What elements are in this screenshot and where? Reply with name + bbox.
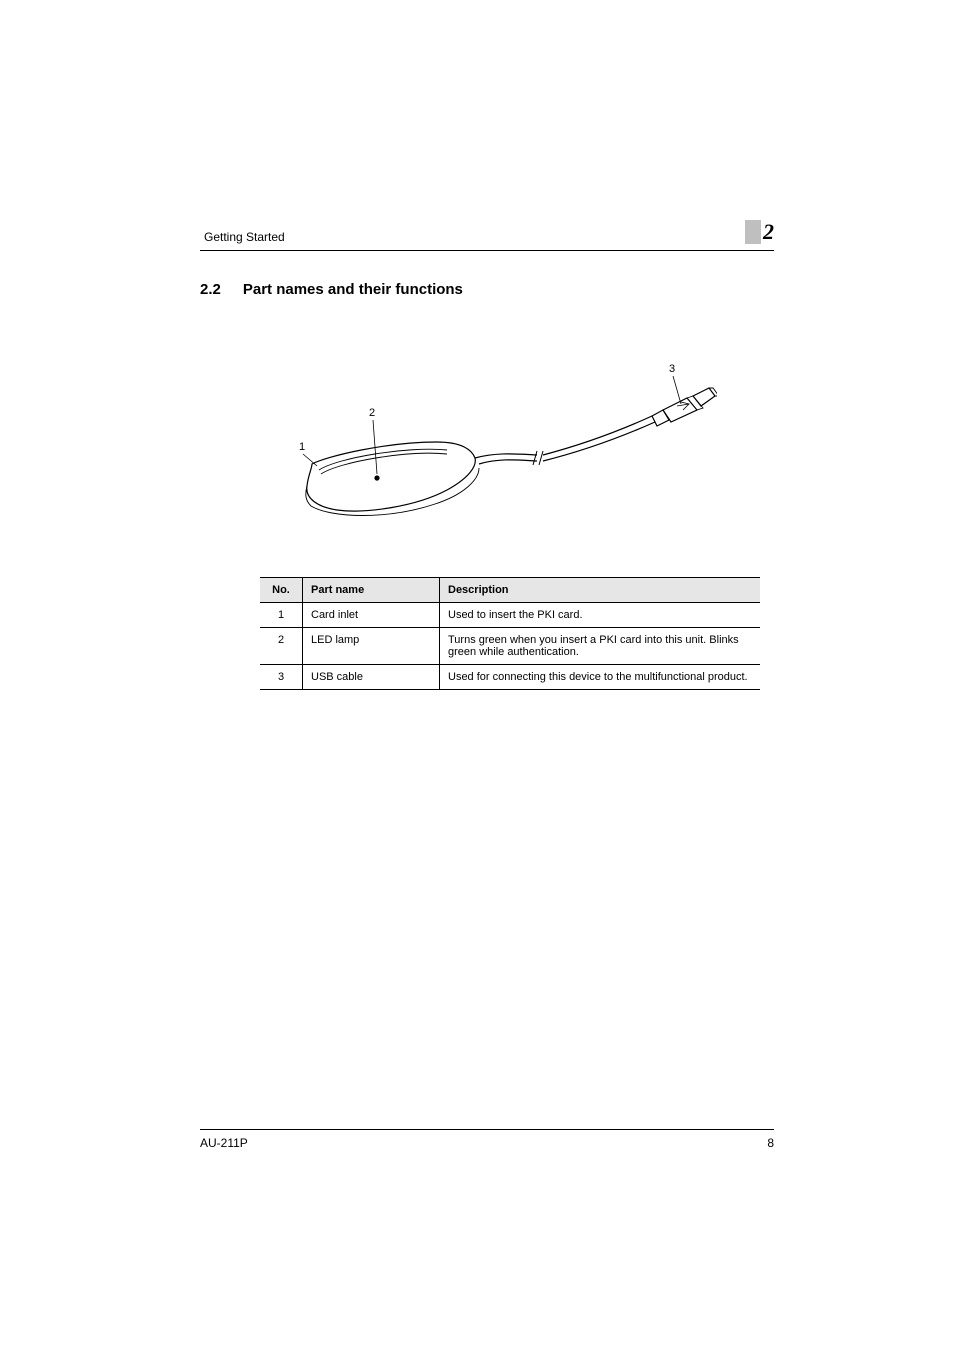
cell-partname: USB cable xyxy=(303,665,440,690)
parts-diagram: 1 2 3 xyxy=(200,358,774,533)
chapter-gray-block xyxy=(745,220,761,244)
section-title: Part names and their functions xyxy=(243,281,463,298)
cell-no: 3 xyxy=(260,665,303,690)
cell-description: Turns green when you insert a PKI card i… xyxy=(440,628,761,665)
footer-model: AU-211P xyxy=(200,1136,248,1150)
table-row: 3 USB cable Used for connecting this dev… xyxy=(260,665,760,690)
callout-label-1: 1 xyxy=(299,441,305,453)
callout-label-3: 3 xyxy=(669,363,675,375)
chapter-number-badge: 2 xyxy=(745,220,774,244)
callout-label-2: 2 xyxy=(369,407,375,419)
header-rule xyxy=(200,250,774,251)
footer-rule xyxy=(200,1129,774,1130)
footer-page-number: 8 xyxy=(767,1136,774,1150)
cell-partname: Card inlet xyxy=(303,603,440,628)
col-header-description: Description xyxy=(440,578,761,603)
table-header-row: No. Part name Description xyxy=(260,578,760,603)
cell-partname: LED lamp xyxy=(303,628,440,665)
chapter-number: 2 xyxy=(761,220,774,244)
page-header: Getting Started 2 xyxy=(200,220,774,244)
running-title: Getting Started xyxy=(200,230,285,244)
page-footer: AU-211P 8 xyxy=(200,1129,774,1150)
cell-no: 1 xyxy=(260,603,303,628)
cell-no: 2 xyxy=(260,628,303,665)
device-diagram-svg: 1 2 3 xyxy=(257,358,717,528)
cell-description: Used for connecting this device to the m… xyxy=(440,665,761,690)
document-page: Getting Started 2 2.2 Part names and thei… xyxy=(0,0,954,1350)
table-row: 1 Card inlet Used to insert the PKI card… xyxy=(260,603,760,628)
cell-description: Used to insert the PKI card. xyxy=(440,603,761,628)
section-number: 2.2 xyxy=(200,281,221,298)
table-row: 2 LED lamp Turns green when you insert a… xyxy=(260,628,760,665)
parts-table: No. Part name Description 1 Card inlet U… xyxy=(260,577,760,690)
footer-row: AU-211P 8 xyxy=(200,1136,774,1150)
col-header-no: No. xyxy=(260,578,303,603)
col-header-partname: Part name xyxy=(303,578,440,603)
section-heading: 2.2 Part names and their functions xyxy=(200,281,774,298)
